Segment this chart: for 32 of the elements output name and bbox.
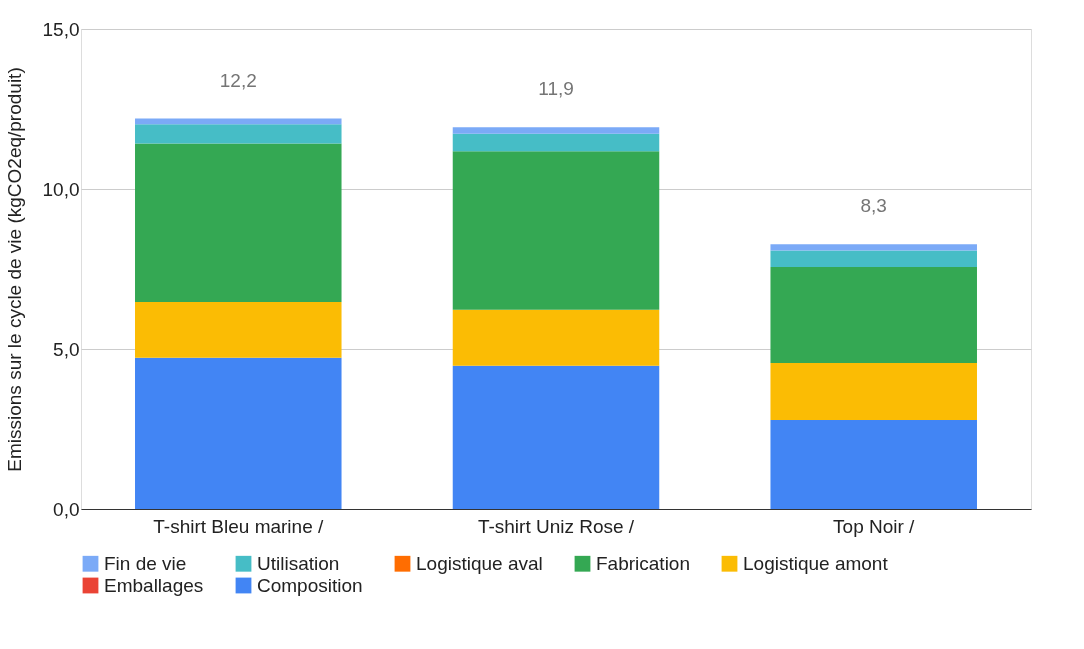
- bar: [770, 267, 977, 364]
- bar: [135, 143, 342, 302]
- bar: [135, 357, 342, 509]
- y-tick-label: 0,0: [53, 498, 80, 520]
- y-tick-label: 10,0: [42, 178, 80, 200]
- y-tick-label: 5,0: [53, 338, 80, 360]
- legend-label: Fabrication: [596, 552, 690, 574]
- x-tick-label: Top Noir /: [833, 515, 916, 537]
- bar: [770, 250, 977, 268]
- bar: [452, 133, 660, 152]
- legend-label: Logistique aval: [416, 552, 543, 574]
- bar: [770, 363, 977, 421]
- total-label: 8,3: [860, 195, 887, 217]
- y-tick-label: 15,0: [42, 18, 80, 40]
- y-axis-title: Emissions sur le cycle de vie (kgCO2eq/produit): [3, 67, 25, 472]
- legend-label: Utilisation: [257, 552, 340, 574]
- legend-label: Logistique amont: [743, 552, 889, 574]
- legend-label: Composition: [257, 574, 363, 596]
- total-label: 11,9: [538, 78, 574, 100]
- bar: [452, 365, 660, 509]
- bar: [452, 151, 660, 310]
- bar: [135, 124, 342, 144]
- bar: [452, 309, 660, 366]
- legend-label: Emballages: [104, 574, 204, 596]
- bar: [770, 244, 977, 251]
- bar: [770, 420, 977, 509]
- legend-label: Fin de vie: [104, 552, 187, 574]
- x-tick-label: T-shirt Uniz Rose /: [477, 515, 635, 537]
- bar: [135, 301, 342, 358]
- total-label: 12,2: [219, 69, 257, 91]
- bar: [452, 127, 660, 134]
- x-tick-label: T-shirt Bleu marine /: [153, 515, 324, 537]
